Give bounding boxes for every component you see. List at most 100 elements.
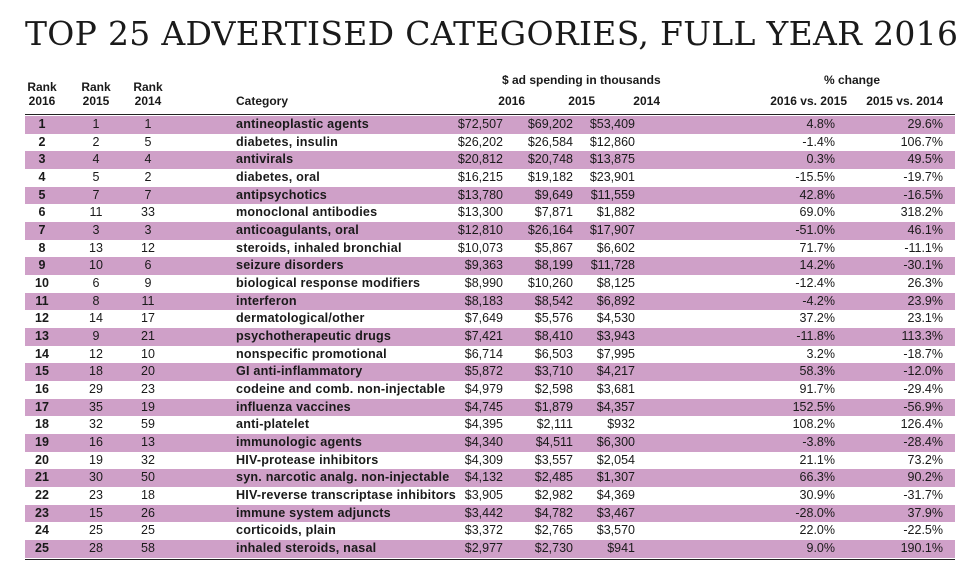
cell-spend-2015: $3,557 xyxy=(534,452,573,467)
cell-category: influenza vaccines xyxy=(236,399,351,414)
header-rank-2014-line1: Rank xyxy=(133,80,163,94)
cell-spend-2015: $8,199 xyxy=(534,258,573,273)
cell-change-2016-vs-2015: -11.8% xyxy=(796,329,835,344)
table-row: 19 16 13 immunologic agents $4,340 $4,511 $6,3… xyxy=(25,434,955,452)
cell-change-2016-vs-2015: 30.9% xyxy=(799,488,835,503)
cell-rank-2016: 15 xyxy=(35,364,49,379)
cell-category: corticoids, plain xyxy=(236,523,336,538)
cell-category: diabetes, insulin xyxy=(236,134,339,149)
cell-rank-2016: 16 xyxy=(35,382,49,397)
cell-spend-2015: $7,871 xyxy=(534,205,573,220)
cell-rank-2015: 3 xyxy=(92,223,100,238)
cell-spend-2015: $1,879 xyxy=(534,399,573,414)
cell-change-2015-vs-2014: -28.4% xyxy=(903,435,943,450)
cell-rank-2016: 8 xyxy=(38,240,46,255)
cell-spend-2016: $26,202 xyxy=(457,134,503,149)
cell-rank-2014: 32 xyxy=(141,452,155,467)
cell-spend-2016: $8,183 xyxy=(464,293,503,308)
cell-rank-2015: 32 xyxy=(89,417,103,432)
cell-spend-2014: $1,307 xyxy=(596,470,635,485)
cell-rank-2015: 4 xyxy=(92,152,100,167)
cell-change-2016-vs-2015: -15.5% xyxy=(795,170,835,185)
cell-spend-2014: $6,602 xyxy=(596,240,635,255)
cell-category: dermatological/other xyxy=(236,311,365,326)
cell-rank-2016: 9 xyxy=(38,258,46,273)
table-row: 10 6 9 biological response modifiers $8,990 $… xyxy=(25,275,955,293)
cell-spend-2016: $4,132 xyxy=(464,470,503,485)
cell-spend-2015: $4,511 xyxy=(535,435,573,450)
cell-spend-2014: $23,901 xyxy=(589,170,635,185)
table-row: 6 11 33 monoclonal antibodies $13,300 $7,871 $… xyxy=(25,204,955,222)
cell-rank-2014: 11 xyxy=(141,293,155,308)
cell-spend-2016: $13,300 xyxy=(457,205,503,220)
header-rank-2015-line1: Rank xyxy=(81,80,111,94)
cell-change-2016-vs-2015: 71.7% xyxy=(799,240,835,255)
cell-rank-2016: 3 xyxy=(38,152,46,167)
cell-rank-2015: 12 xyxy=(89,346,103,361)
cell-change-2015-vs-2014: -30.1% xyxy=(903,258,943,273)
cell-change-2015-vs-2014: -56.9% xyxy=(903,399,943,414)
cell-category: HIV-protease inhibitors xyxy=(236,452,379,467)
cell-change-2016-vs-2015: 21.1% xyxy=(799,452,835,467)
cell-spend-2016: $72,507 xyxy=(457,117,503,131)
table-row: 16 29 23 codeine and comb. non-injectable $4… xyxy=(25,381,955,399)
cell-change-2016-vs-2015: 66.3% xyxy=(799,470,835,485)
cell-rank-2015: 18 xyxy=(89,364,103,379)
cell-rank-2016: 21 xyxy=(35,470,49,485)
cell-rank-2015: 8 xyxy=(92,293,100,308)
cell-change-2015-vs-2014: -29.4% xyxy=(903,382,943,397)
cell-spend-2014: $3,467 xyxy=(596,505,635,520)
header-spending-2014: 2014 xyxy=(633,94,660,108)
header-rank-2014-line2: 2014 xyxy=(134,94,162,108)
cell-change-2015-vs-2014: -31.7% xyxy=(903,488,943,503)
cell-change-2016-vs-2015: 91.7% xyxy=(799,382,835,397)
page-title: TOP 25 ADVERTISED CATEGORIES, FULL YEAR … xyxy=(25,14,959,53)
cell-rank-2015: 13 xyxy=(89,240,103,255)
header-rank-2014: Rank 2014 xyxy=(131,80,165,108)
cell-spend-2014: $13,875 xyxy=(589,152,635,167)
table-row: 1 1 1 antineoplastic agents $72,507 $69,202 $5… xyxy=(25,116,955,134)
cell-rank-2015: 9 xyxy=(92,329,100,344)
cell-spend-2014: $7,995 xyxy=(596,346,635,361)
table-row: 15 18 20 GI anti-inflammatory $5,872 $3,710 $4… xyxy=(25,363,955,382)
cell-rank-2015: 15 xyxy=(89,505,103,520)
cell-spend-2015: $2,982 xyxy=(534,488,573,503)
cell-change-2016-vs-2015: 9.0% xyxy=(806,541,836,556)
cell-category: GI anti-inflammatory xyxy=(236,364,363,379)
cell-rank-2014: 12 xyxy=(141,240,155,255)
cell-spend-2016: $4,979 xyxy=(464,382,503,397)
table-row: 3 4 4 antivirals $20,812 $20,748 $13,875 0.3% 49… xyxy=(25,151,955,170)
cell-spend-2015: $8,542 xyxy=(534,293,573,308)
table-row: 4 5 2 diabetes, oral $16,215 $19,182 $23,901 -1… xyxy=(25,169,955,187)
cell-spend-2014: $2,054 xyxy=(596,452,635,467)
cell-change-2016-vs-2015: 37.2% xyxy=(799,311,835,326)
cell-category: antipsychotics xyxy=(236,187,327,202)
cell-spend-2014: $932 xyxy=(607,417,635,432)
cell-change-2016-vs-2015: -51.0% xyxy=(795,223,835,238)
table-row: 11 8 11 interferon $8,183 $8,542 $6,892 -4.2% 23… xyxy=(25,292,955,311)
header-rank-2015-line2: 2015 xyxy=(82,94,110,108)
cell-rank-2016: 22 xyxy=(35,488,49,503)
cell-spend-2016: $4,340 xyxy=(464,435,503,450)
cell-rank-2014: 9 xyxy=(144,276,152,291)
cell-change-2015-vs-2014: 29.6% xyxy=(907,117,943,131)
cell-spend-2016: $6,714 xyxy=(464,346,503,361)
cell-spend-2016: $7,421 xyxy=(464,329,503,344)
cell-rank-2014: 6 xyxy=(144,258,152,273)
cell-spend-2015: $2,730 xyxy=(534,541,573,556)
cell-rank-2015: 23 xyxy=(89,488,103,503)
cell-category: steroids, inhaled bronchial xyxy=(236,240,402,255)
cell-change-2015-vs-2014: 190.1% xyxy=(900,541,943,556)
cell-spend-2015: $10,260 xyxy=(527,276,573,291)
cell-rank-2016: 10 xyxy=(35,276,49,291)
cell-spend-2016: $9,363 xyxy=(464,258,503,273)
cell-rank-2014: 3 xyxy=(144,223,152,238)
cell-change-2015-vs-2014: -11.1% xyxy=(904,240,943,255)
cell-rank-2016: 12 xyxy=(35,311,49,326)
cell-rank-2016: 17 xyxy=(35,399,49,414)
cell-change-2016-vs-2015: 152.5% xyxy=(792,399,835,414)
header-change-group: % change xyxy=(823,73,880,87)
cell-rank-2014: 25 xyxy=(141,523,155,538)
cell-change-2015-vs-2014: 126.4% xyxy=(900,417,943,432)
cell-rank-2014: 1 xyxy=(144,117,152,131)
